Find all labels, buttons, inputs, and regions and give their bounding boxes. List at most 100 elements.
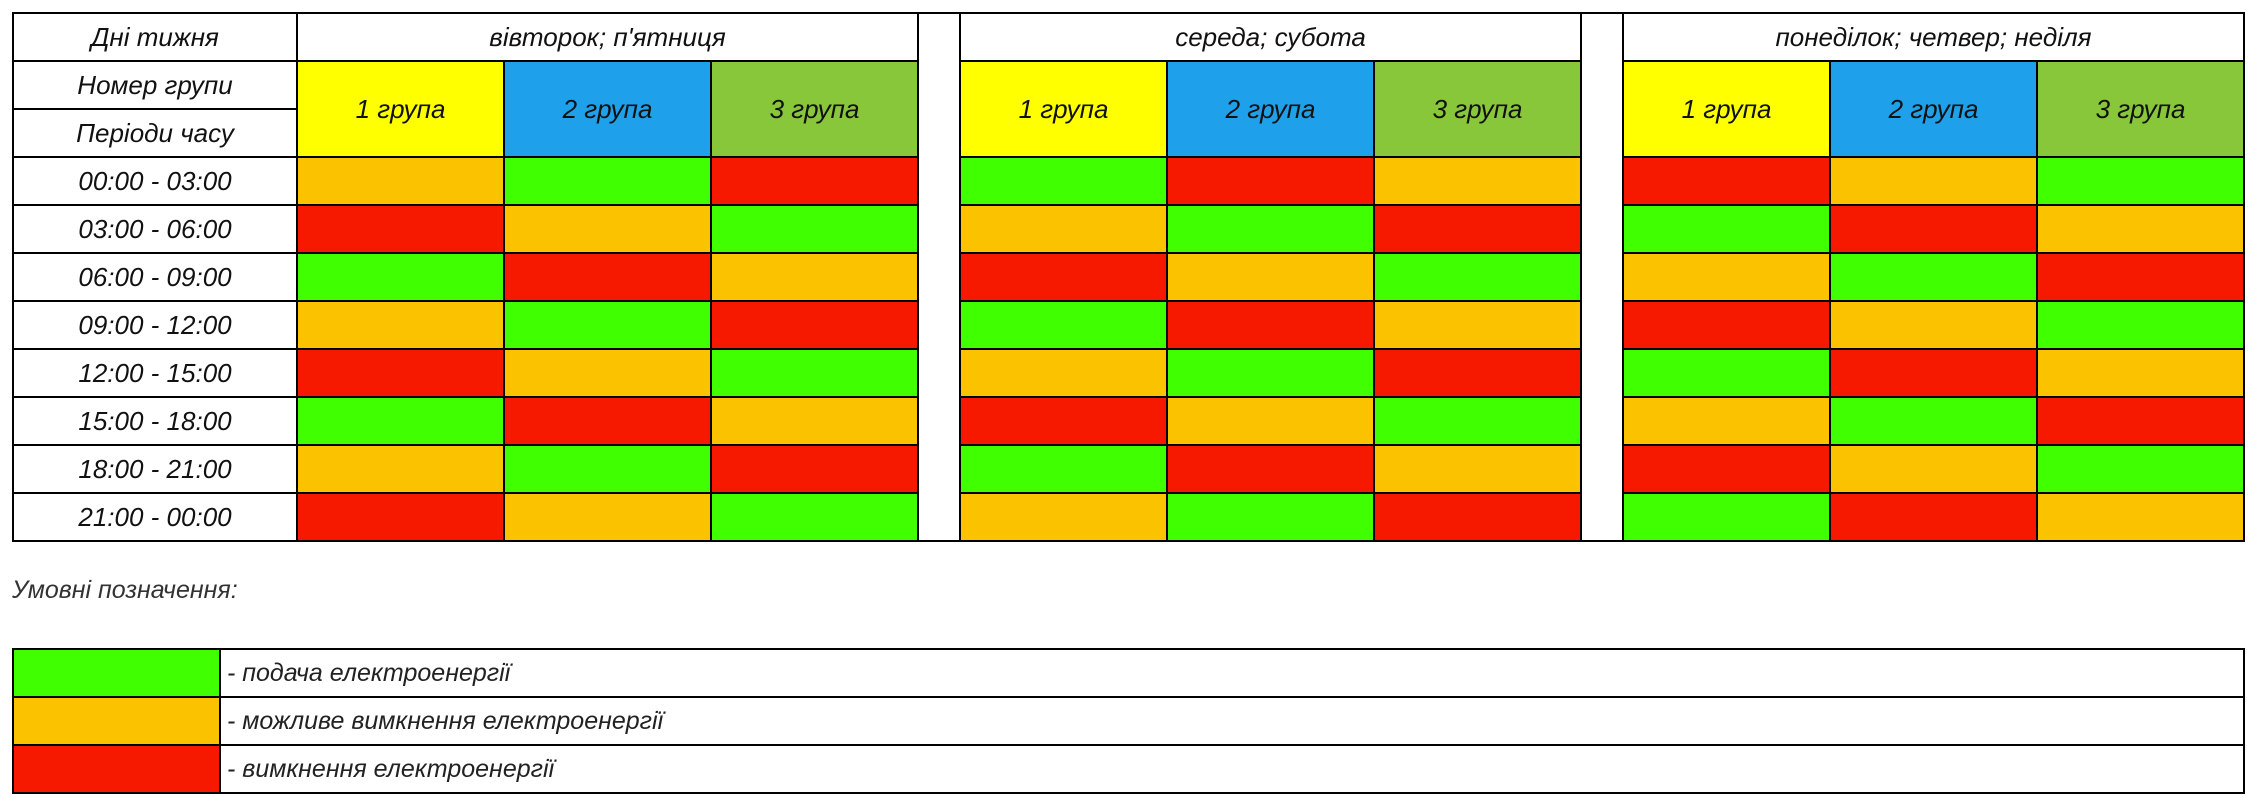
status-cell-on	[710, 348, 919, 398]
status-cell-off	[503, 252, 712, 302]
status-cell-on	[710, 204, 919, 254]
status-cell-off	[1166, 300, 1375, 350]
status-cell-off	[710, 156, 919, 206]
group-header-2: 2 група	[1166, 60, 1375, 158]
status-cell-on	[1166, 204, 1375, 254]
legend-swatch-off	[12, 744, 221, 794]
status-cell-maybe	[1622, 252, 1831, 302]
period-label: 09:00 - 12:00	[12, 300, 298, 350]
days-row: Дні тижня вівторок; п'ятниця середа; субот…	[12, 12, 2245, 542]
legend-item: - можливе вимкнення електроенергії	[12, 696, 2245, 746]
period-label: 00:00 - 03:00	[12, 156, 298, 206]
status-cell-on	[1166, 348, 1375, 398]
status-cell-on	[2036, 156, 2245, 206]
status-cell-maybe	[1829, 444, 2038, 494]
legend-text: - можливе вимкнення електроенергії	[219, 696, 2245, 746]
period-label: 12:00 - 15:00	[12, 348, 298, 398]
legend-item: - подача електроенергії	[12, 648, 2245, 698]
status-cell-on	[1373, 252, 1582, 302]
group-header-3: 3 група	[1373, 60, 1582, 158]
status-cell-on	[296, 252, 505, 302]
days-header: понеділок; четвер; неділя	[1622, 12, 2245, 62]
status-cell-maybe	[959, 204, 1168, 254]
status-cell-off	[1829, 348, 2038, 398]
group-header-1: 1 група	[959, 60, 1168, 158]
group-header-2: 2 група	[503, 60, 712, 158]
status-cell-on	[959, 444, 1168, 494]
table-row: 00:00 - 03:00	[12, 156, 2245, 206]
status-cell-maybe	[1373, 444, 1582, 494]
days-header: середа; субота	[959, 12, 1582, 62]
status-cell-on	[503, 300, 712, 350]
status-cell-off	[1622, 156, 1831, 206]
status-cell-off	[710, 444, 919, 494]
period-label: 21:00 - 00:00	[12, 492, 298, 542]
block-gap	[1580, 12, 1624, 542]
status-cell-on	[2036, 444, 2245, 494]
status-cell-maybe	[2036, 492, 2245, 542]
days-label: Дні тижня	[12, 12, 298, 62]
group-header-1: 1 група	[296, 60, 505, 158]
status-cell-maybe	[503, 348, 712, 398]
periods-label-row: Періоди часу	[12, 108, 2244, 158]
status-cell-maybe	[1622, 396, 1831, 446]
status-cell-off	[959, 252, 1168, 302]
legend-text: - подача електроенергії	[219, 648, 2245, 698]
status-cell-on	[1373, 396, 1582, 446]
outage-schedule-table: Дні тижня вівторок; п'ятниця середа; субот…	[12, 12, 2245, 542]
status-cell-maybe	[2036, 348, 2245, 398]
legend-table: - подача електроенергії - можливе вимкнен…	[12, 648, 2245, 794]
table-row: 21:00 - 00:00	[12, 492, 2245, 542]
group-header-2: 2 група	[1829, 60, 2038, 158]
groups-row: Номер групи 1 група 2 група 3 група 1 група 2…	[12, 60, 2245, 158]
status-cell-on	[1622, 204, 1831, 254]
legend-title: Умовні позначення:	[12, 576, 238, 604]
status-cell-off	[2036, 252, 2245, 302]
status-cell-on	[1166, 492, 1375, 542]
table-row: 09:00 - 12:00	[12, 300, 2245, 350]
status-cell-off	[710, 300, 919, 350]
status-cell-off	[296, 492, 505, 542]
status-cell-off	[503, 396, 712, 446]
status-cell-on	[2036, 300, 2245, 350]
legend-swatch-maybe	[12, 696, 221, 746]
periods-label: Періоди часу	[12, 108, 298, 158]
status-cell-on	[959, 156, 1168, 206]
table-row: 18:00 - 21:00	[12, 444, 2245, 494]
status-cell-off	[1166, 444, 1375, 494]
status-cell-maybe	[1829, 156, 2038, 206]
status-cell-maybe	[1373, 300, 1582, 350]
table-row: 15:00 - 18:00	[12, 396, 2245, 446]
period-label: 15:00 - 18:00	[12, 396, 298, 446]
group-header-3: 3 група	[2036, 60, 2245, 158]
status-cell-maybe	[710, 396, 919, 446]
status-cell-maybe	[959, 348, 1168, 398]
status-cell-off	[1373, 492, 1582, 542]
status-cell-maybe	[296, 444, 505, 494]
period-label: 18:00 - 21:00	[12, 444, 298, 494]
status-cell-off	[296, 348, 505, 398]
status-cell-off	[1622, 300, 1831, 350]
status-cell-on	[959, 300, 1168, 350]
status-cell-maybe	[1373, 156, 1582, 206]
period-label: 06:00 - 09:00	[12, 252, 298, 302]
status-cell-maybe	[959, 492, 1168, 542]
period-label: 03:00 - 06:00	[12, 204, 298, 254]
status-cell-on	[503, 444, 712, 494]
status-cell-maybe	[710, 252, 919, 302]
status-cell-maybe	[503, 204, 712, 254]
legend-item: - вимкнення електроенергії	[12, 744, 2245, 794]
table-row: 12:00 - 15:00	[12, 348, 2245, 398]
status-cell-off	[1166, 156, 1375, 206]
status-cell-maybe	[1166, 396, 1375, 446]
status-cell-maybe	[503, 492, 712, 542]
status-cell-off	[959, 396, 1168, 446]
status-cell-on	[296, 396, 505, 446]
status-cell-off	[296, 204, 505, 254]
status-cell-maybe	[2036, 204, 2245, 254]
status-cell-on	[710, 492, 919, 542]
legend-text: - вимкнення електроенергії	[219, 744, 2245, 794]
table-row: 06:00 - 09:00	[12, 252, 2245, 302]
status-cell-maybe	[296, 156, 505, 206]
status-cell-off	[1829, 492, 2038, 542]
